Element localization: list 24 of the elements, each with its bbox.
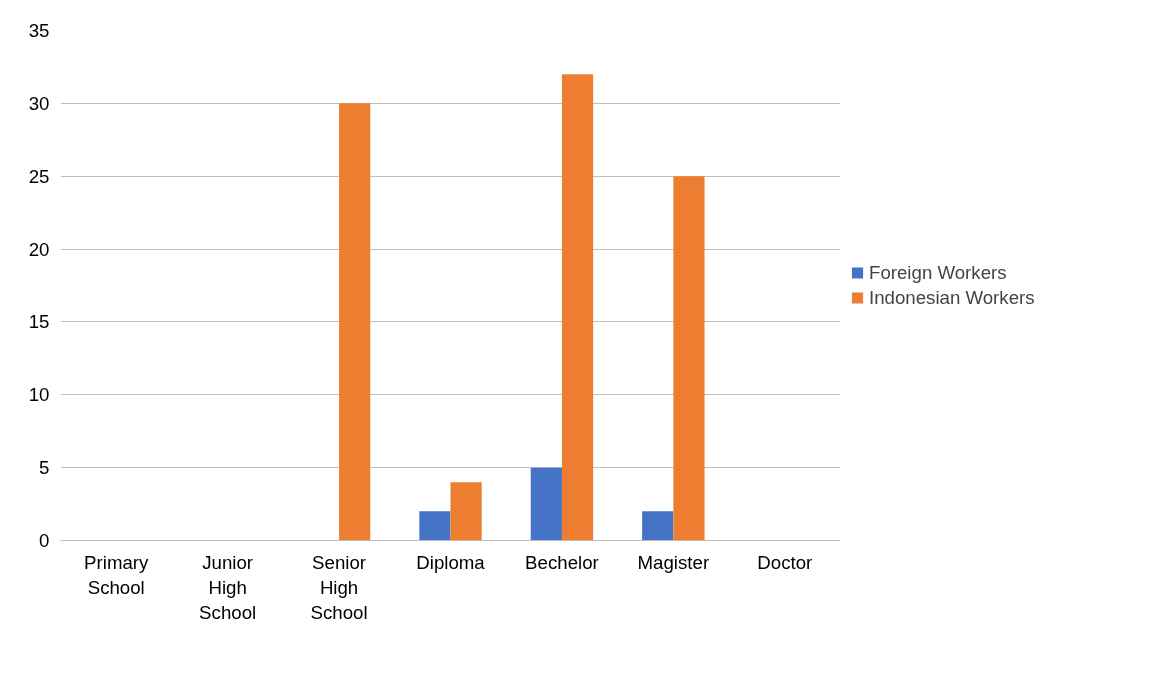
x-tick-label: Bechelor: [525, 551, 599, 573]
y-tick-label: 25: [28, 165, 50, 187]
y-tick-label: 30: [28, 92, 50, 114]
y-tick-label: 10: [28, 384, 50, 406]
y-tick-label: 15: [28, 311, 50, 333]
bar: [530, 467, 562, 541]
bar: [561, 74, 594, 541]
y-tick-label: 35: [28, 20, 50, 41]
x-tick-label: Senior High School: [310, 551, 368, 623]
y-tick-label: 0: [39, 530, 50, 551]
y-tick-label: 5: [39, 457, 50, 479]
y-tick-label: 20: [28, 238, 50, 260]
bar: [642, 511, 674, 541]
legend-label: Foreign Workers: [869, 261, 1007, 284]
x-tick-label: Doctor: [757, 551, 813, 573]
x-tick-label: Magister: [637, 551, 710, 573]
bar: [673, 176, 705, 541]
x-tick-label: Diploma: [416, 551, 486, 573]
x-tick-label: Primary School: [84, 551, 150, 598]
x-tick-label: Junior High School: [199, 551, 257, 623]
legend-label: Indonesian Workers: [869, 286, 1035, 309]
bar: [339, 103, 371, 541]
bar: [419, 511, 451, 541]
bar: [450, 482, 482, 541]
